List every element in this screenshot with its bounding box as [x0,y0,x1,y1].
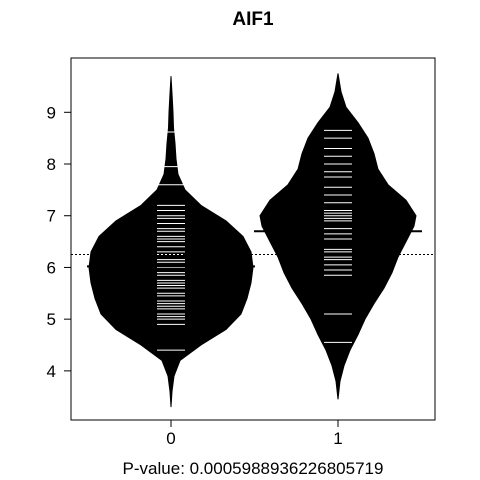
y-tick-label: 9 [47,103,56,122]
plot-frame [70,57,436,421]
x-axis-label: P-value: 0.0005988936226805719 [123,459,384,478]
y-tick-label: 5 [47,310,56,329]
x-tick-label: 0 [166,429,175,448]
bean-shape-1 [259,73,417,400]
x-tick-label: 1 [333,429,342,448]
y-tick-label: 6 [47,258,56,277]
y-tick-label: 7 [47,207,56,226]
chart-title: AIF1 [232,9,274,30]
plot-area [71,73,435,408]
axes: 4 5 6 7 8 9 0 1 [47,103,343,448]
y-tick-label: 8 [47,155,56,174]
y-tick-label: 4 [47,362,56,381]
